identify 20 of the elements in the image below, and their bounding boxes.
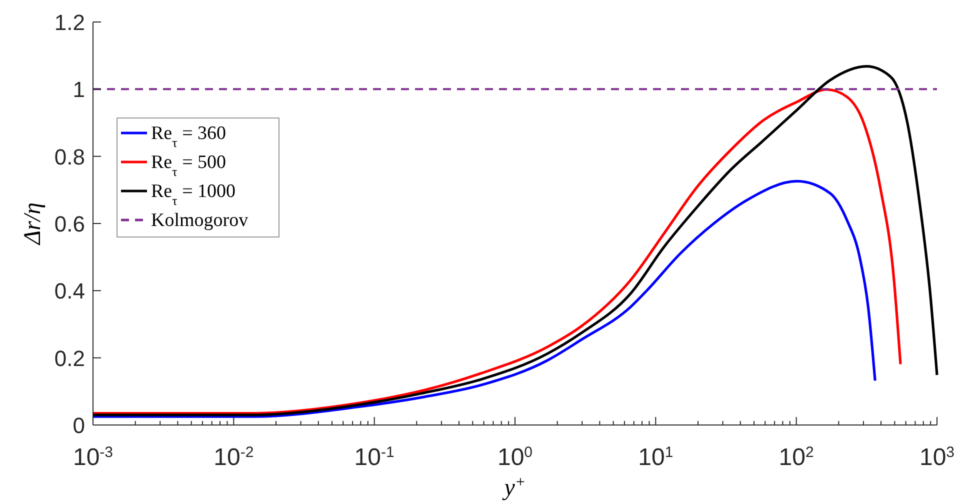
y-tick-label: 0.6	[54, 212, 85, 236]
legend-label: Re$_{τ}$ = 360	[151, 123, 226, 150]
x-tick-label: 10$^{-3}$	[72, 444, 114, 471]
legend-label: Re$_{τ}$ = 500	[151, 152, 226, 178]
x-tick-label: 10$^{-2}$	[214, 444, 254, 471]
y-tick-label: 1	[72, 77, 85, 102]
y-tick-label: 0.4	[54, 278, 85, 304]
x-tick-label: 10$^{2}$	[778, 444, 814, 471]
y-tick-label: 0.2	[54, 346, 85, 371]
x-tick-label: 10$^{3}$	[919, 444, 955, 471]
y-axis-title: Δr/η	[20, 202, 46, 246]
y-tick-label: 1.2	[54, 10, 85, 35]
x-tick-label: 10$^{0}$	[497, 444, 533, 471]
legend-label: Re$_{τ}$ = 1000	[151, 181, 236, 208]
y-tick-label: 0	[72, 413, 85, 438]
x-tick-label: 10$^{1}$	[638, 444, 674, 471]
legend-label: Kolmogorov	[151, 210, 249, 231]
y-tick-label: 0.8	[54, 144, 85, 170]
x-tick-label: 10$^{-1}$	[354, 444, 394, 471]
x-axis-title: y$^{+}$	[502, 474, 526, 501]
